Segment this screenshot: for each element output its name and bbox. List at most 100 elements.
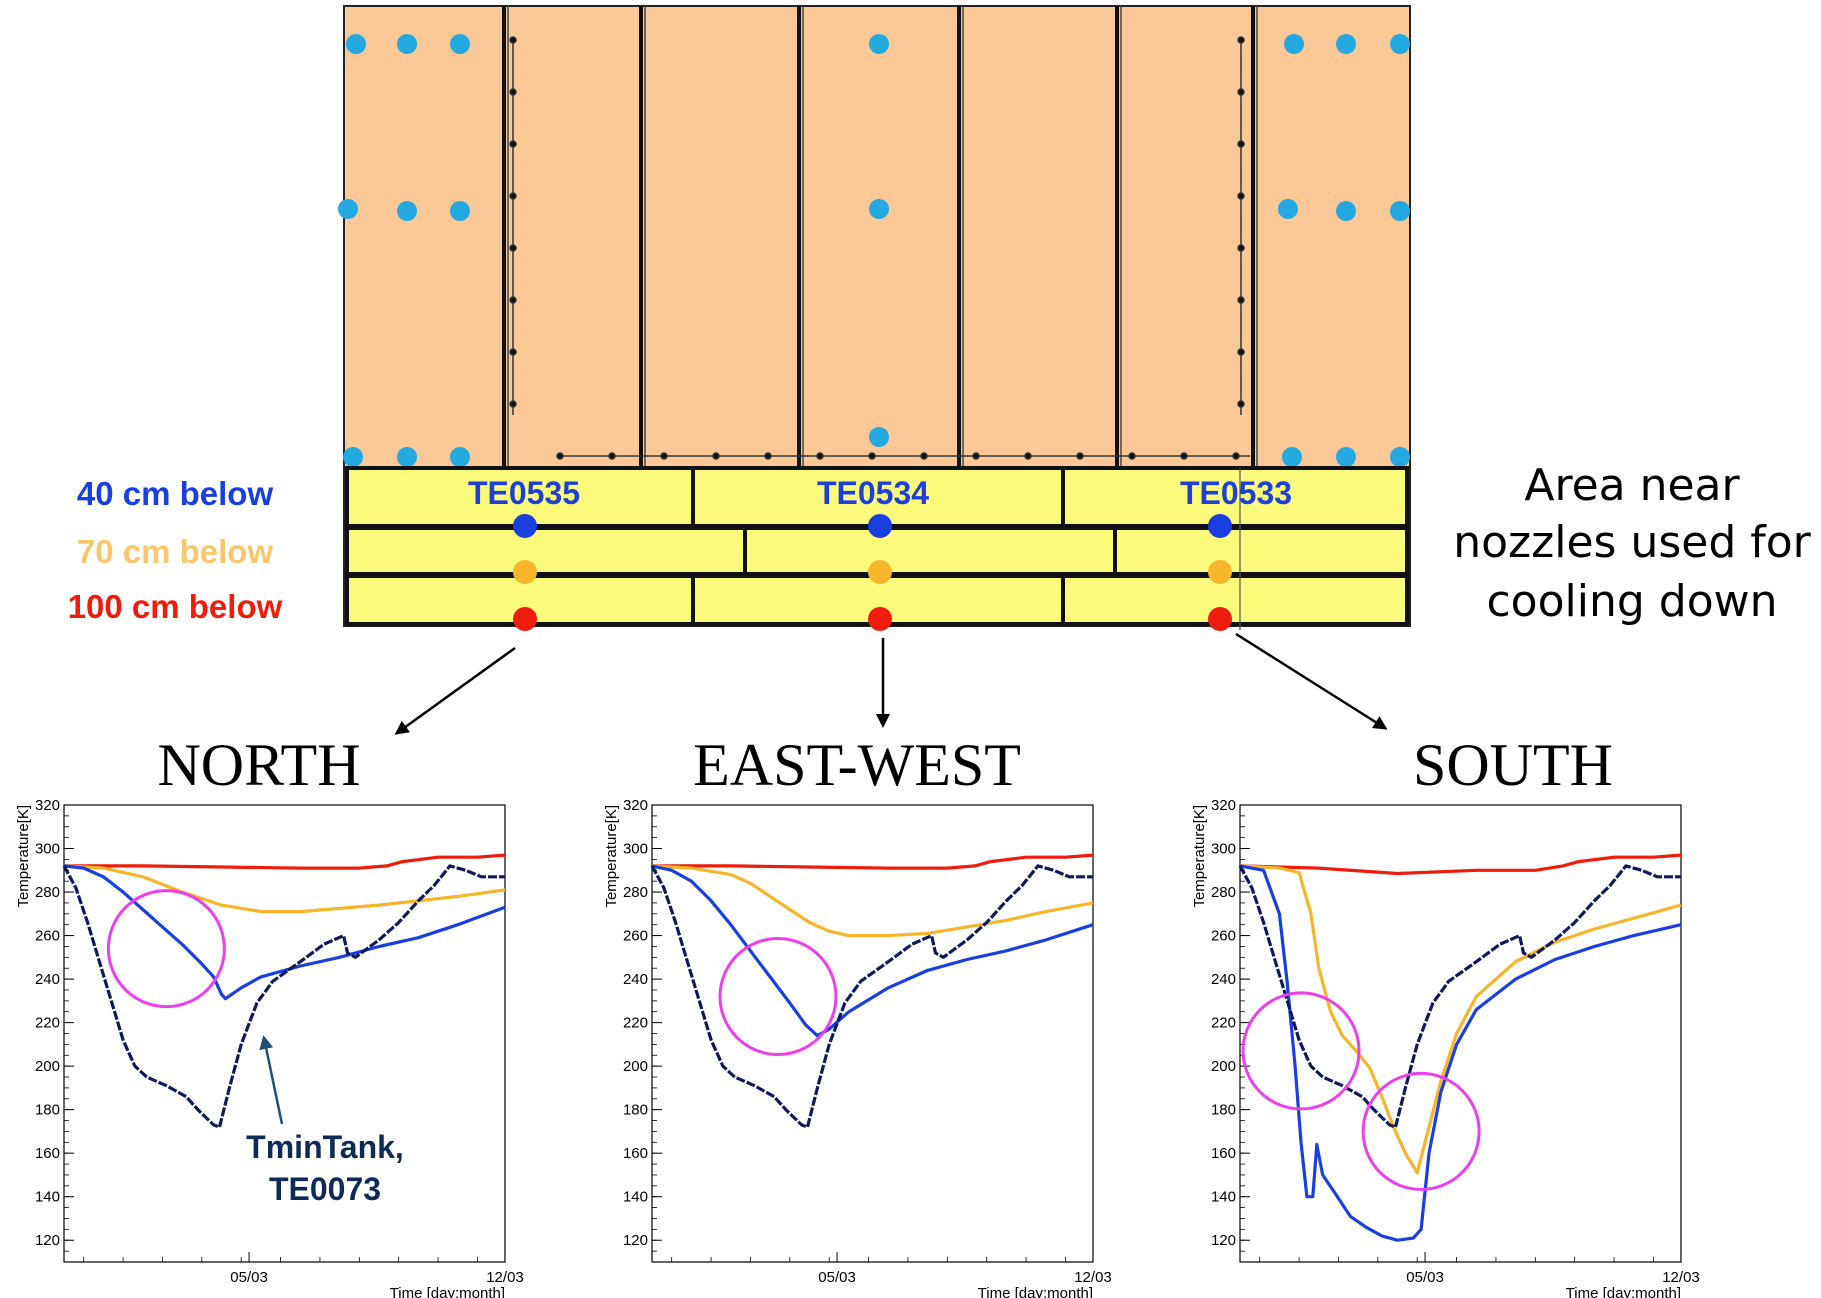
y-tick-label: 120 <box>1211 1232 1236 1249</box>
y-tick-label: 140 <box>1211 1189 1236 1206</box>
side-note-line-2: nozzles used for <box>1453 517 1811 568</box>
nozzle-dot <box>869 427 889 447</box>
y-tick-label: 140 <box>623 1189 648 1206</box>
tank-panel-area <box>344 6 1410 468</box>
y-axis-label: Temperature[K] <box>1191 805 1208 908</box>
sensor-label-north: TE0535 <box>468 475 580 511</box>
y-tick-label: 240 <box>1211 971 1236 988</box>
y-axis-label: Temperature[K] <box>15 805 32 908</box>
nozzle-dot <box>1390 447 1410 467</box>
nozzle-dot <box>1282 447 1302 467</box>
y-tick-label: 220 <box>35 1015 60 1032</box>
y-tick-label: 240 <box>623 971 648 988</box>
plot-frame <box>63 804 506 1263</box>
x-axis-label: Time [day:month] <box>1566 1285 1681 1298</box>
legend-70cm: 70 cm below <box>77 533 274 570</box>
annotation-line-2: TE0073 <box>269 1171 381 1207</box>
nozzle-dot <box>1278 199 1298 219</box>
sensor-label-east-west: TE0534 <box>817 475 929 511</box>
y-tick-label: 180 <box>623 1102 648 1119</box>
y-tick-label: 160 <box>35 1145 60 1162</box>
nozzle-dot <box>869 199 889 219</box>
series-tmintank <box>1238 864 1681 1129</box>
series-40cm <box>1239 864 1682 1242</box>
sensor-dot <box>868 560 892 584</box>
y-tick-label: 260 <box>623 928 648 945</box>
panel-dividers <box>502 6 1255 468</box>
y-tick-label: 220 <box>623 1015 648 1032</box>
y-tick-label: 260 <box>1211 928 1236 945</box>
y-tick-label: 200 <box>35 1058 60 1075</box>
nozzle-dot <box>397 34 417 54</box>
nozzle-markers <box>338 34 1410 467</box>
highlight-circle <box>106 889 226 1009</box>
nozzle-dot <box>397 447 417 467</box>
nozzle-dot <box>450 201 470 221</box>
y-tick-label: 240 <box>35 971 60 988</box>
y-tick-label: 140 <box>35 1189 60 1206</box>
y-tick-label: 280 <box>1211 884 1236 901</box>
y-tick-label: 300 <box>1211 841 1236 858</box>
chart-title-south: SOUTH <box>1413 732 1613 798</box>
y-tick-label: 180 <box>1211 1102 1236 1119</box>
chart-east-west: 120 140 160 180 200 220 240 260 280 300 320 05/03 12… <box>603 797 1112 1298</box>
y-tick-label: 280 <box>35 884 60 901</box>
x-tick-label: 05/03 <box>230 1269 268 1286</box>
sensor-dot <box>868 514 892 538</box>
y-tick-label: 220 <box>1211 1015 1236 1032</box>
highlight-circle <box>1241 991 1361 1111</box>
nozzle-dot <box>450 34 470 54</box>
y-tick-label: 200 <box>1211 1058 1236 1075</box>
arrow-south <box>1235 632 1388 730</box>
y-tick-label: 320 <box>623 797 648 814</box>
sensor-dot <box>513 607 537 631</box>
arrow-north <box>394 646 516 735</box>
x-tick-label: 05/03 <box>1406 1269 1444 1286</box>
y-tick-label: 160 <box>623 1145 648 1162</box>
nozzle-dot <box>1336 201 1356 221</box>
series-tmintank <box>650 864 1093 1129</box>
nozzle-dot <box>869 34 889 54</box>
y-tick-label: 300 <box>623 841 648 858</box>
plot-frame <box>651 804 1094 1263</box>
sensor-dots <box>513 514 1232 631</box>
nozzle-dot <box>1336 34 1356 54</box>
y-tick-label: 180 <box>35 1102 60 1119</box>
sensor-dot <box>1208 560 1232 584</box>
series-100cm <box>1239 853 1682 876</box>
highlight-circle <box>1361 1071 1481 1191</box>
chart-title-east-west: EAST-WEST <box>693 732 1021 798</box>
x-tick-label: 12/03 <box>1662 1269 1700 1286</box>
nozzle-dot <box>343 447 363 467</box>
x-tick-label: 12/03 <box>486 1269 524 1286</box>
nozzle-dot <box>1336 447 1356 467</box>
y-tick-label: 320 <box>1211 797 1236 814</box>
side-note-line-3: cooling down <box>1486 576 1777 627</box>
tank-diagram: TE0535 TE0534 TE0533 <box>338 5 1411 631</box>
sensor-dot <box>1208 607 1232 631</box>
nozzle-dot <box>338 199 358 219</box>
y-tick-label: 200 <box>623 1058 648 1075</box>
nozzle-dot <box>397 201 417 221</box>
series-100cm <box>652 853 1094 870</box>
series-70cm <box>1239 864 1682 1175</box>
nozzle-dot <box>346 34 366 54</box>
sensor-tracks <box>509 36 1250 460</box>
sensor-dot <box>1208 514 1232 538</box>
nozzle-dot <box>450 447 470 467</box>
sensor-label-south: TE0533 <box>1180 475 1292 511</box>
y-tick-label: 320 <box>35 797 60 814</box>
x-axis-label: Time [day:month] <box>978 1285 1093 1298</box>
side-note-line-1: Area near <box>1524 460 1740 511</box>
y-tick-label: 300 <box>35 841 60 858</box>
sensor-dot <box>868 607 892 631</box>
panel-dividers-thin <box>507 6 1258 468</box>
y-tick-label: 280 <box>623 884 648 901</box>
x-tick-label: 12/03 <box>1074 1269 1112 1286</box>
y-tick-label: 120 <box>623 1232 648 1249</box>
annotation-arrow <box>259 1035 284 1125</box>
y-tick-label: 120 <box>35 1232 60 1249</box>
y-tick-label: 160 <box>1211 1145 1236 1162</box>
series-40cm <box>63 864 506 1001</box>
